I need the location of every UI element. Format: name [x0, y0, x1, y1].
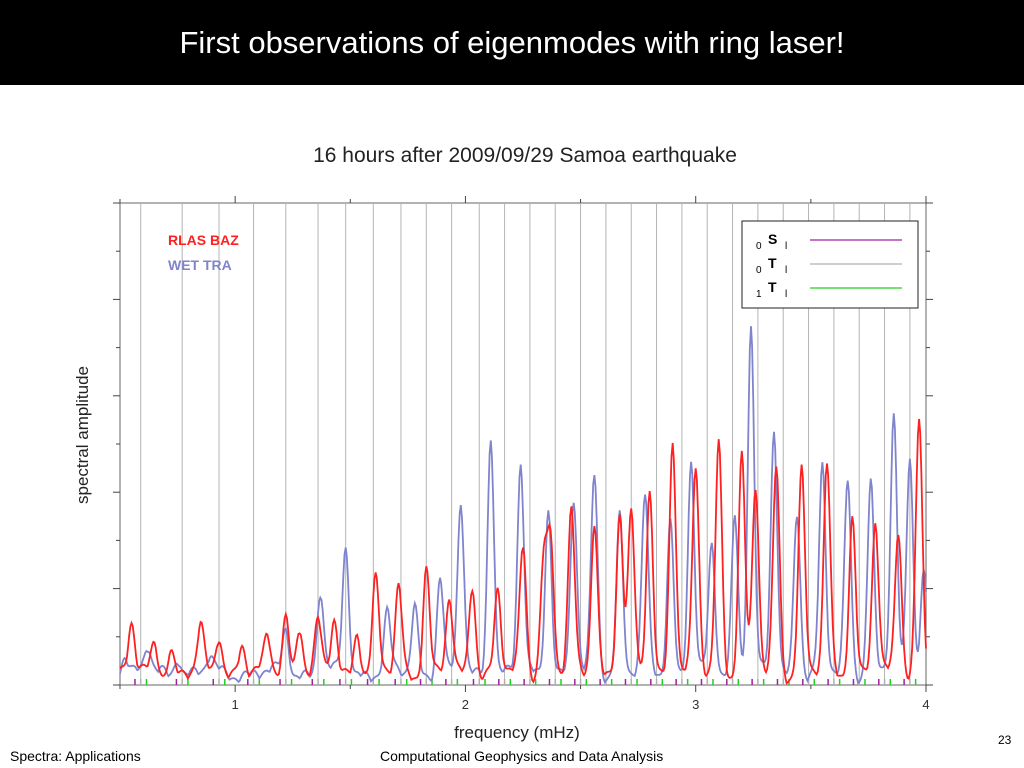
- footer-center: Computational Geophysics and Data Analys…: [380, 748, 664, 764]
- x-tick-label: 1: [232, 697, 239, 712]
- mode-legend-letter: S: [768, 231, 777, 247]
- mode-legend-letter: T: [768, 279, 777, 295]
- axis-ticks: 1 2 3 4: [113, 196, 933, 712]
- mode-legend-l: l: [785, 289, 787, 300]
- x-axis-label: frequency (mHz): [454, 723, 580, 742]
- legend-wet-tra: WET TRA: [168, 257, 232, 273]
- footer-left: Spectra: Applications: [10, 748, 141, 764]
- slide-title: First observations of eigenmodes with ri…: [179, 24, 845, 60]
- mode-legend-subscript: 0: [756, 265, 762, 276]
- x-tick-label: 4: [922, 697, 929, 712]
- eigenmode-grid: [140, 203, 911, 685]
- mode-legend-l: l: [785, 265, 787, 276]
- slide-title-bar: First observations of eigenmodes with ri…: [0, 0, 1024, 85]
- series-line-rlas-baz: [119, 418, 927, 685]
- y-axis-label: spectral amplitude: [73, 366, 92, 504]
- mode-legend-l: l: [785, 241, 787, 252]
- series-line-wet-tra: [119, 326, 927, 685]
- legend-rlas-baz: RLAS BAZ: [168, 232, 239, 248]
- mode-legend-letter: T: [768, 255, 777, 271]
- series-group: [119, 326, 927, 685]
- x-tick-label: 2: [462, 697, 469, 712]
- mode-legend-subscript: 1: [756, 289, 762, 300]
- x-tick-label: 3: [692, 697, 699, 712]
- page-number: 23: [998, 733, 1012, 747]
- mode-legend-subscript: 0: [756, 241, 762, 252]
- chart-title: 16 hours after 2009/09/29 Samoa earthqua…: [313, 144, 737, 167]
- mode-ticks: [134, 679, 917, 685]
